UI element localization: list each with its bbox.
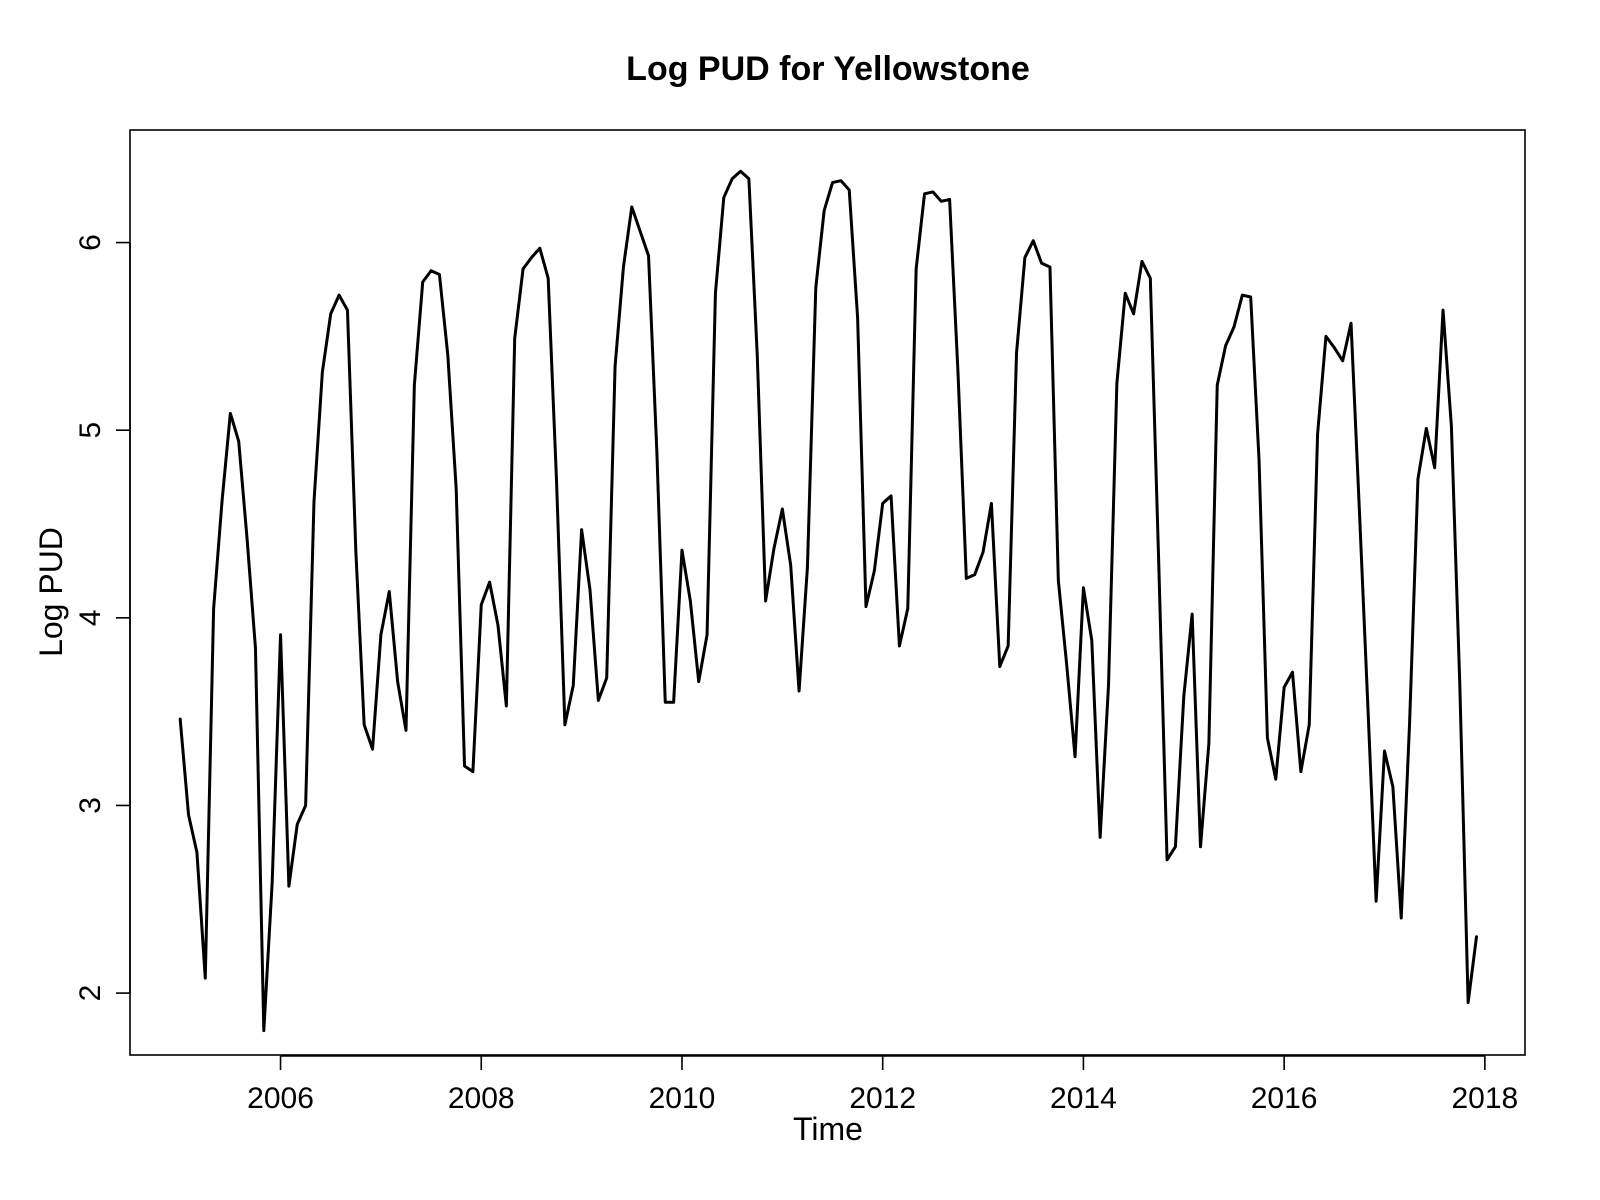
- x-tick-label: 2016: [1251, 1082, 1318, 1115]
- y-tick-label: 4: [74, 609, 107, 626]
- x-tick-label: 2006: [247, 1082, 314, 1115]
- y-tick-label: 2: [74, 985, 107, 1002]
- x-tick-label: 2012: [849, 1082, 916, 1115]
- y-axis-label: Log PUD: [33, 527, 69, 657]
- chart-title: Log PUD for Yellowstone: [626, 50, 1030, 88]
- x-tick-label: 2014: [1050, 1082, 1117, 1115]
- y-tick-label: 6: [74, 234, 107, 251]
- x-tick-label: 2018: [1451, 1082, 1518, 1115]
- y-tick-label: 5: [74, 422, 107, 439]
- plot-frame: [129, 129, 1526, 1056]
- y-tick-label: 3: [74, 797, 107, 814]
- series-line-log-pud: [178, 169, 1478, 1033]
- x-axis: 2006 2008 2010 2012 2014 2016 2018: [247, 1055, 1518, 1115]
- y-axis: 2 3 4 5 6: [74, 234, 131, 1002]
- x-axis-label: Time: [793, 1111, 863, 1147]
- x-tick-label: 2008: [448, 1082, 515, 1115]
- x-tick-label: 2010: [649, 1082, 716, 1115]
